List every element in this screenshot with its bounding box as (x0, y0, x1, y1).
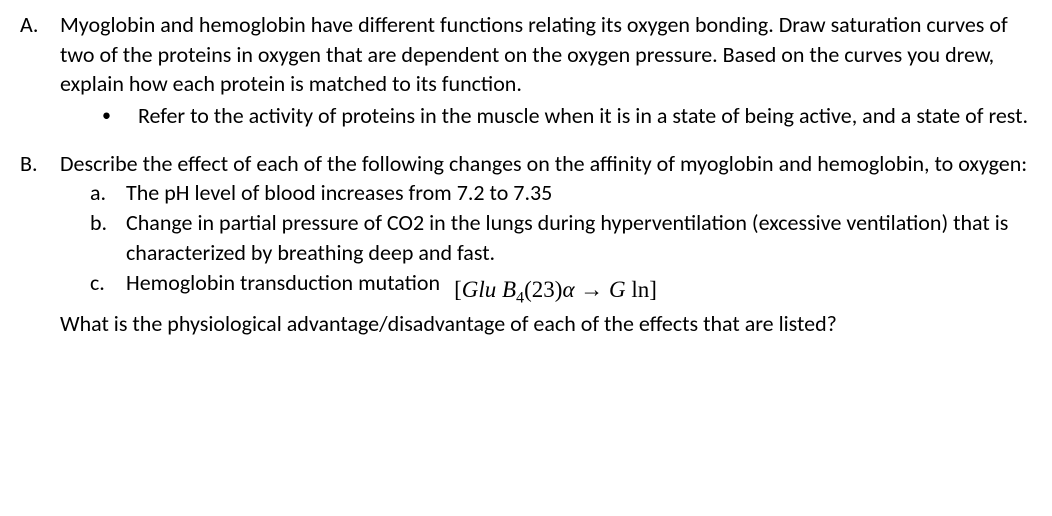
question-a-text: Myoglobin and hemoglobin have different … (60, 10, 1032, 99)
sub-a-text: The pH level of blood increases from 7.2… (126, 178, 552, 208)
formula-sub4: 4 (516, 289, 524, 306)
question-a-body: Myoglobin and hemoglobin have different … (60, 10, 1032, 131)
formula-B: B (502, 277, 516, 302)
formula-paren-open: ( (524, 277, 532, 302)
formula-alpha: α (562, 277, 574, 302)
sub-b: b. Change in partial pressure of CO2 in … (60, 208, 1032, 267)
mutation-formula: [Glu B4(23)α → G ln] (448, 274, 657, 309)
question-b: B. Describe the effect of each of the fo… (20, 149, 1032, 339)
formula-close-bracket: ] (649, 277, 657, 302)
sub-c-marker: c. (90, 268, 126, 303)
question-a-bullet-text: Refer to the activity of proteins in the… (138, 101, 1028, 131)
question-b-marker: B. (20, 149, 60, 339)
question-b-closing: What is the physiological advantage/disa… (60, 309, 1032, 339)
question-a-marker: A. (20, 10, 60, 131)
sub-c: c. Hemoglobin transduction mutation [Glu… (60, 268, 1032, 303)
sub-b-marker: b. (90, 208, 126, 267)
sub-c-text: Hemoglobin transduction mutation (126, 268, 448, 298)
formula-23: 23 (532, 277, 555, 302)
formula-glu: Glu (462, 277, 497, 302)
formula-arrow: → (575, 277, 610, 302)
question-b-text: Describe the effect of each of the follo… (60, 149, 1032, 179)
question-a: A. Myoglobin and hemoglobin have differe… (20, 10, 1032, 131)
question-a-bullet: • Refer to the activity of proteins in t… (60, 101, 1032, 131)
formula-open-bracket: [ (454, 277, 462, 302)
question-b-body: Describe the effect of each of the follo… (60, 149, 1032, 339)
formula-ln: ln (631, 277, 649, 302)
formula-G: G (609, 277, 626, 302)
bullet-icon: • (102, 101, 138, 131)
sub-a-marker: a. (90, 178, 126, 208)
sub-c-content: Hemoglobin transduction mutation [Glu B4… (126, 268, 657, 303)
sub-b-text: Change in partial pressure of CO2 in the… (126, 208, 1032, 267)
sub-a: a. The pH level of blood increases from … (60, 178, 1032, 208)
